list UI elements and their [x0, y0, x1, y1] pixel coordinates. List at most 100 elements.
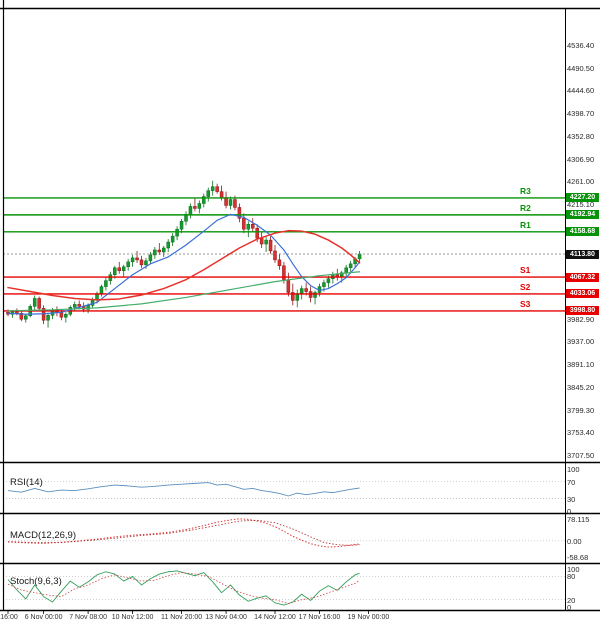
- price-tick: 4261.00: [567, 177, 595, 187]
- candle-body: [304, 288, 308, 292]
- candle-body: [104, 280, 108, 287]
- candle-body: [237, 207, 242, 219]
- time-axis-label: 6 Nov 00:00: [24, 614, 63, 621]
- indicator-tick: 30: [567, 494, 576, 504]
- time-axis-label: 19 Nov 00:00: [347, 614, 390, 621]
- candle-body: [144, 260, 148, 266]
- candle-body: [175, 228, 179, 237]
- indicator-tick: 70: [567, 477, 576, 487]
- candle-body: [313, 292, 317, 298]
- rsi-indicator-label: RSI(14): [10, 477, 43, 488]
- time-axis-label: 7 Nov 08:00: [69, 614, 107, 621]
- price-tick: 4536.40: [567, 41, 595, 50]
- macd-line: [7, 518, 360, 548]
- candle-body: [210, 186, 215, 191]
- candle-body: [166, 241, 170, 249]
- candle-body: [268, 239, 273, 252]
- candle-body: [19, 313, 24, 320]
- price-tick: 4306.90: [567, 154, 595, 164]
- candle-body: [282, 265, 286, 280]
- level-label-r1: R1: [520, 219, 531, 230]
- price-box-s3: 3998.80: [566, 306, 599, 316]
- candle-body: [251, 224, 255, 229]
- ma-long-green-line: [7, 271, 361, 312]
- indicator-tick: -58.68: [567, 553, 589, 563]
- indicator-tick: 100: [567, 564, 580, 574]
- indicator-tick: 0: [567, 507, 572, 517]
- candle-body: [121, 266, 126, 271]
- candle-body: [215, 186, 219, 192]
- candle-body: [255, 227, 259, 239]
- stoch-d-line: [7, 572, 360, 604]
- candle-body: [206, 190, 210, 197]
- time-axis-label: 14 Nov 12:00: [254, 614, 296, 621]
- candle-body: [170, 235, 175, 243]
- price-box-r1: 4158.68: [566, 227, 599, 237]
- price-tick: 3799.30: [567, 405, 595, 415]
- level-label-s2: S2: [520, 281, 531, 292]
- candle-body: [64, 314, 68, 318]
- candle-body: [46, 315, 50, 321]
- rsi-line: [7, 482, 360, 497]
- candle-body: [130, 257, 135, 263]
- price-tick: 3707.50: [567, 451, 595, 460]
- candle-body: [179, 221, 184, 230]
- candle-body: [326, 278, 331, 283]
- price-tick: 4352.80: [567, 131, 595, 141]
- candle-body: [162, 247, 166, 253]
- price-box-s1: 4067.32: [566, 272, 599, 282]
- price-box-r2: 4192.94: [566, 210, 599, 220]
- candle-body: [273, 250, 277, 261]
- candle-body: [73, 304, 77, 308]
- candle-body: [157, 249, 162, 253]
- indicator-tick: 100: [567, 465, 580, 475]
- candle-body: [77, 304, 81, 307]
- candle-body: [242, 218, 246, 230]
- price-box-s2: 4033.06: [566, 289, 599, 299]
- ma-slow-red-line: [7, 229, 361, 301]
- candle-body: [246, 224, 251, 230]
- time-axis-label: 10 Nov 12:00: [111, 614, 154, 621]
- candle-body: [348, 263, 353, 269]
- indicator-tick: 78.115: [567, 514, 590, 524]
- candle-body: [117, 267, 121, 271]
- candle-body: [322, 282, 326, 287]
- time-axis-label: 17 Nov 16:00: [298, 614, 341, 621]
- candle-body: [139, 259, 144, 266]
- candle-body: [202, 196, 206, 204]
- price-tick: 4444.60: [567, 86, 595, 96]
- candle-body: [197, 203, 202, 209]
- price-tick: 4490.50: [567, 63, 595, 73]
- candle-body: [113, 267, 117, 275]
- candle-body: [277, 259, 282, 267]
- candle-body: [148, 254, 153, 262]
- candle-body: [24, 315, 28, 320]
- level-label-s3: S3: [520, 298, 531, 309]
- indicator-tick: 20: [567, 595, 576, 605]
- last-price-box: 4113.80: [566, 249, 599, 259]
- price-tick: 3937.00: [567, 337, 595, 347]
- price-tick: 4215.10: [567, 199, 595, 209]
- level-label-r3: R3: [520, 185, 531, 196]
- level-label-s1: S1: [520, 265, 531, 276]
- stoch-indicator-label: Stoch(9,6,3): [10, 576, 62, 587]
- candle-body: [291, 292, 295, 301]
- price-tick: 4398.70: [567, 109, 595, 119]
- candle-body: [193, 206, 197, 209]
- candle-body: [32, 298, 37, 307]
- candle-body: [37, 298, 41, 309]
- ma-fast-blue-line: [7, 213, 361, 315]
- macd-indicator-label: MACD(12,26,9): [10, 530, 76, 541]
- candle-body: [135, 257, 139, 261]
- macd-signal-line: [7, 519, 360, 546]
- price-tick: 3891.10: [567, 360, 595, 370]
- candle-body: [126, 261, 130, 268]
- price-box-r3: 4227.20: [566, 193, 599, 203]
- candle-body: [153, 249, 157, 256]
- candle-body: [264, 239, 268, 245]
- indicator-tick: 0.00: [567, 536, 582, 546]
- price-tick: 3845.20: [567, 382, 595, 392]
